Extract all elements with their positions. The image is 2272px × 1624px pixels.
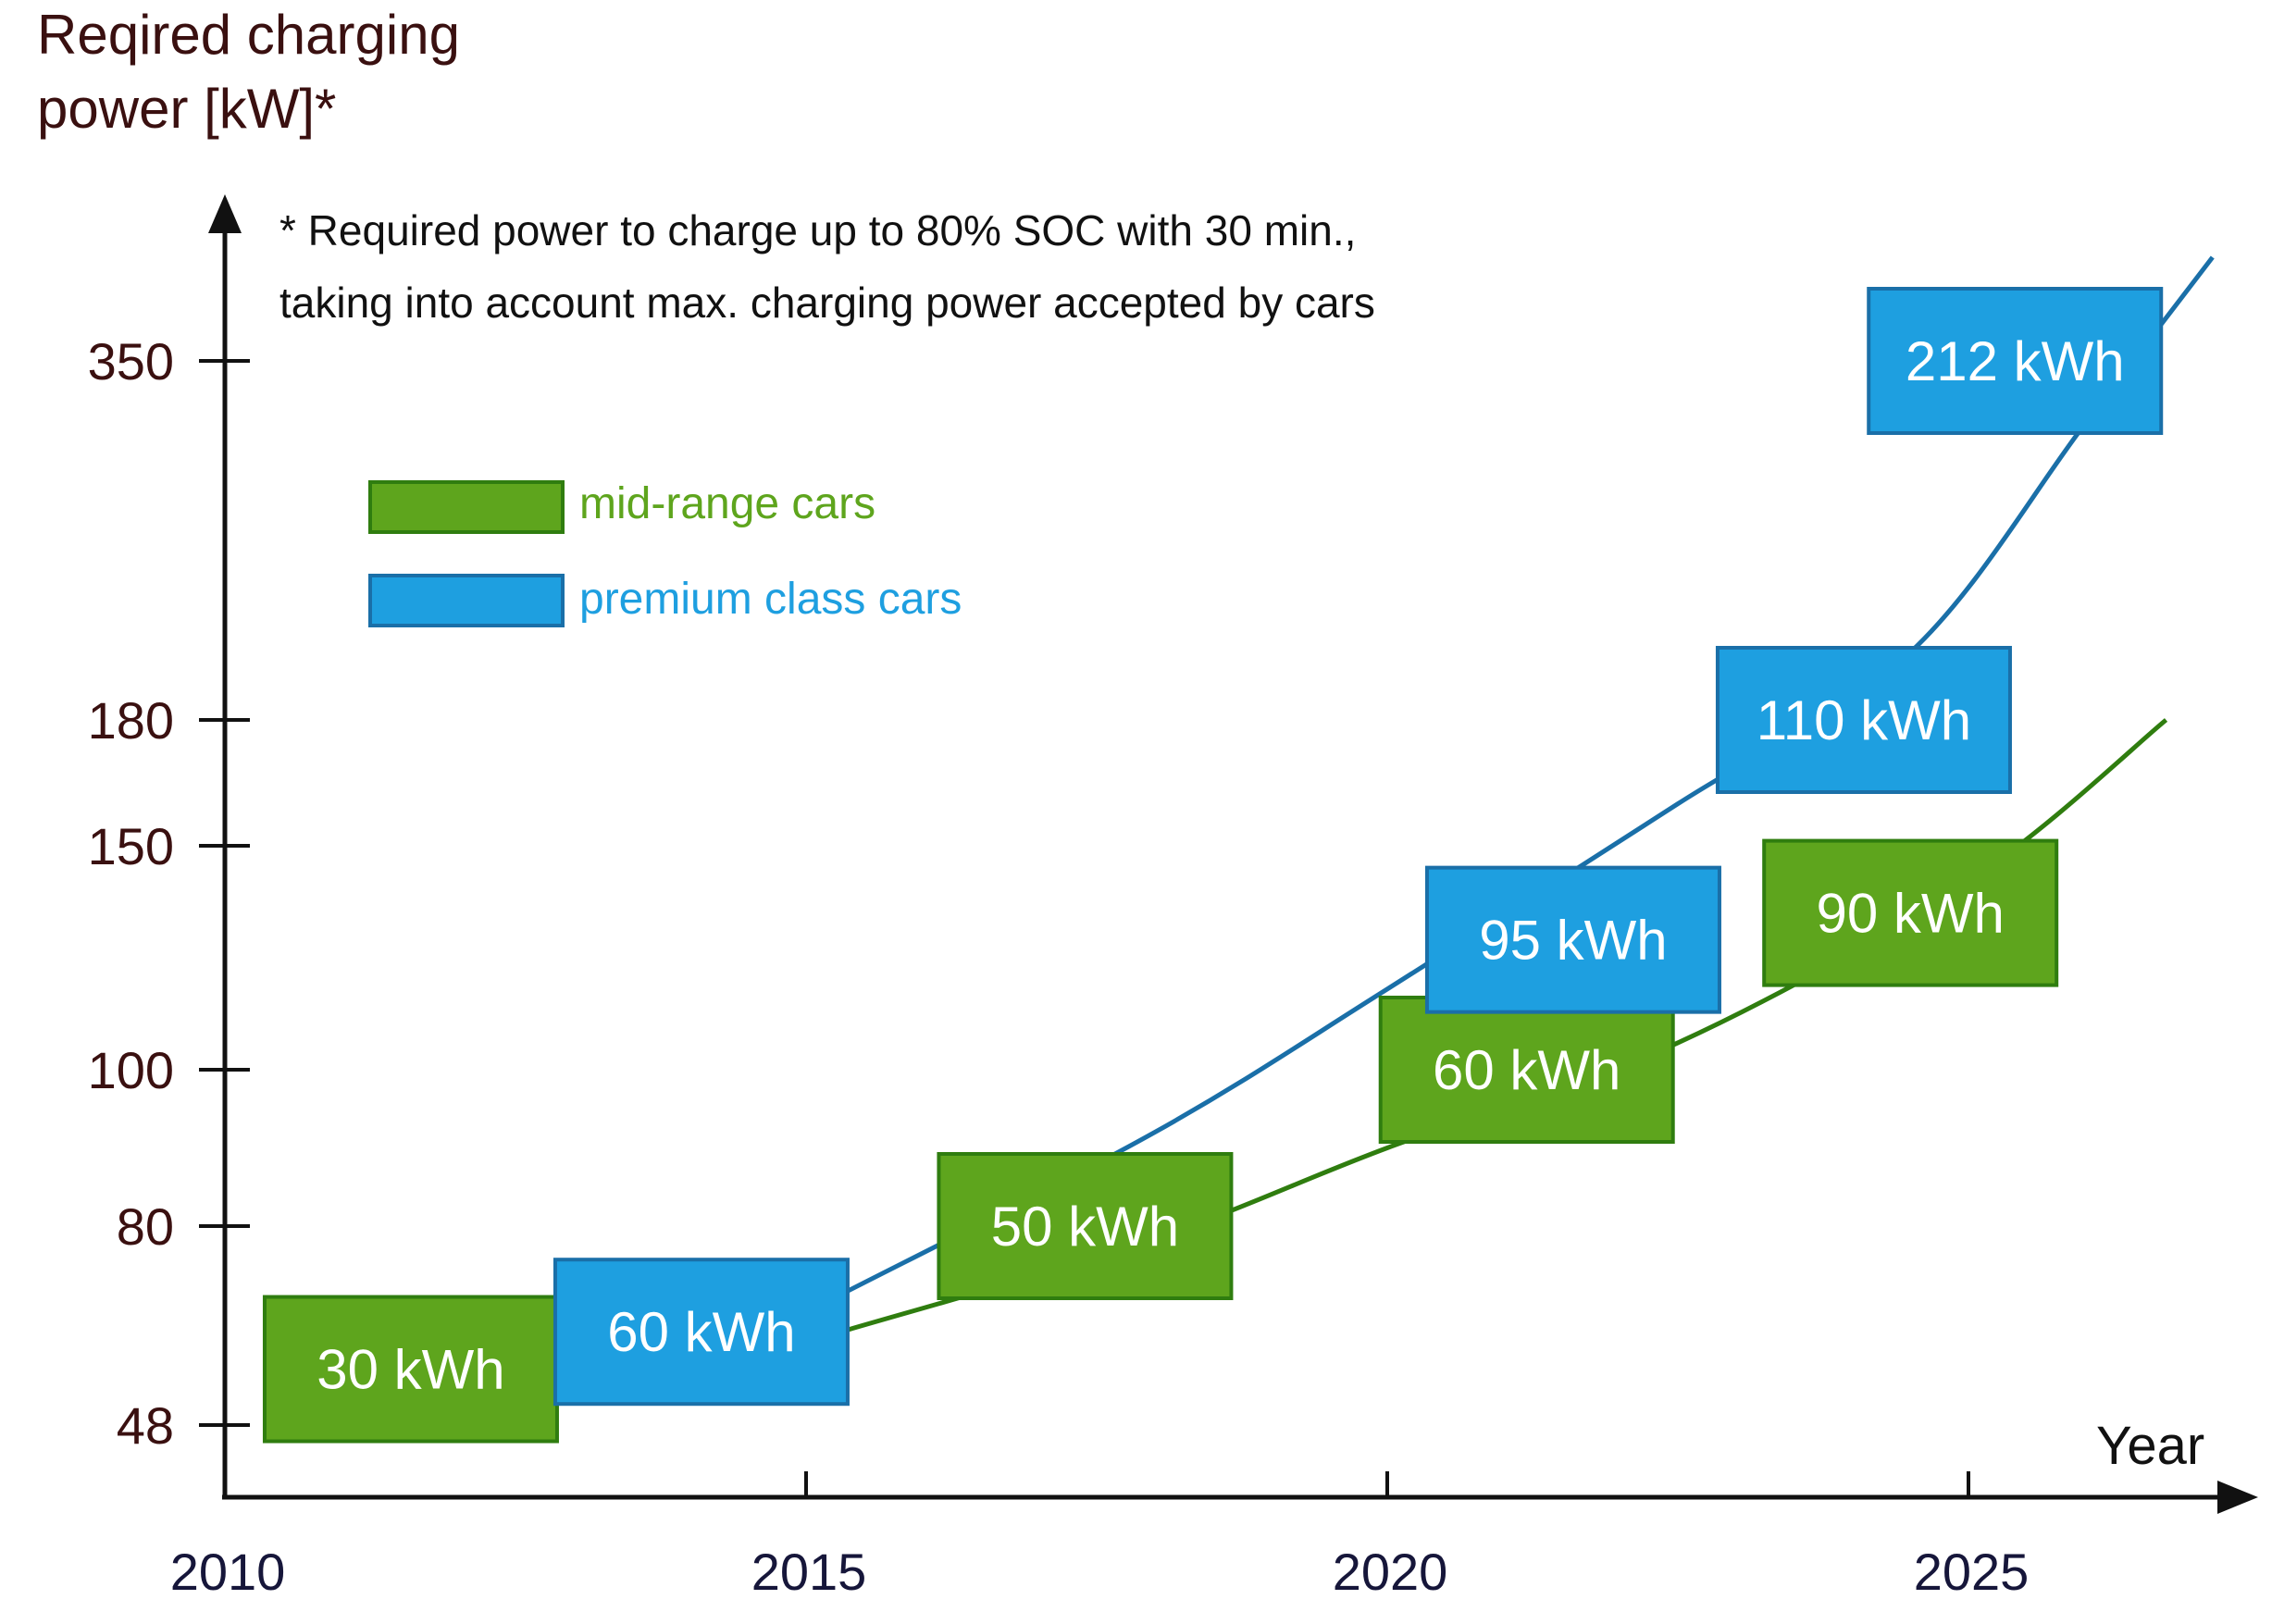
battery-capacity-label: 95 kWh — [1479, 910, 1667, 972]
premium-series-line — [839, 255, 2215, 1297]
legend-label-premium: premium class cars — [579, 575, 962, 624]
premium-battery-box — [552, 1258, 850, 1407]
y-axis-arrow-icon — [208, 194, 242, 233]
y-tick-label: 80 — [117, 1197, 174, 1256]
x-tick-label: 2015 — [751, 1543, 867, 1601]
x-tick-label: 2020 — [1333, 1543, 1448, 1601]
x-ticks: 2010 2015 2020 2025 — [170, 1471, 2030, 1601]
mid-range-battery-box — [937, 1152, 1234, 1300]
premium-battery-box — [1867, 287, 2164, 435]
mid-range-battery-box — [1378, 996, 1675, 1144]
battery-capacity-label: 60 kWh — [1433, 1039, 1620, 1101]
y-tick-label: 350 — [88, 332, 174, 391]
x-axis-title: Year — [2096, 1416, 2204, 1476]
legend: mid-range cars premium class cars — [368, 479, 962, 627]
footnote-line-2: taking into account max. charging power … — [279, 279, 1375, 327]
y-axis-title-line-1: Reqired charging — [37, 4, 460, 66]
battery-capacity-label: 212 kWh — [1906, 330, 2125, 392]
legend-swatch-mid-range — [368, 480, 565, 534]
mid-range-battery-box — [262, 1295, 559, 1444]
annotation-boxes: 30 kWh 60 kWh 50 kWh 60 kWh 95 kWh 110 kWh 90 … — [262, 287, 2164, 1444]
legend-swatch-premium — [368, 574, 565, 627]
battery-capacity-label: 90 kWh — [1816, 883, 2004, 945]
x-tick-label: 2010 — [170, 1543, 286, 1601]
battery-capacity-label: 30 kWh — [317, 1339, 504, 1401]
axes — [208, 194, 2258, 1514]
y-ticks: 48 80 100 150 180 350 — [88, 332, 250, 1455]
battery-capacity-label: 110 kWh — [1757, 689, 1971, 751]
legend-label-mid-range: mid-range cars — [579, 479, 875, 528]
battery-capacity-label: 50 kWh — [991, 1196, 1179, 1258]
mid-range-battery-box — [1762, 838, 2059, 987]
x-axis-arrow-icon — [2217, 1481, 2258, 1514]
y-tick-label: 150 — [88, 817, 174, 875]
y-tick-label: 100 — [88, 1041, 174, 1099]
footnote-line-1: * Required power to charge up to 80% SOC… — [279, 206, 1356, 254]
x-tick-label: 2025 — [1914, 1543, 2030, 1601]
y-tick-label: 180 — [88, 691, 174, 750]
battery-capacity-label: 60 kWh — [607, 1301, 795, 1363]
y-axis-title-line-2: power [kW]* — [37, 78, 336, 140]
premium-battery-box — [1424, 865, 1721, 1014]
y-tick-label: 48 — [117, 1396, 174, 1455]
premium-battery-box — [1715, 646, 2012, 794]
